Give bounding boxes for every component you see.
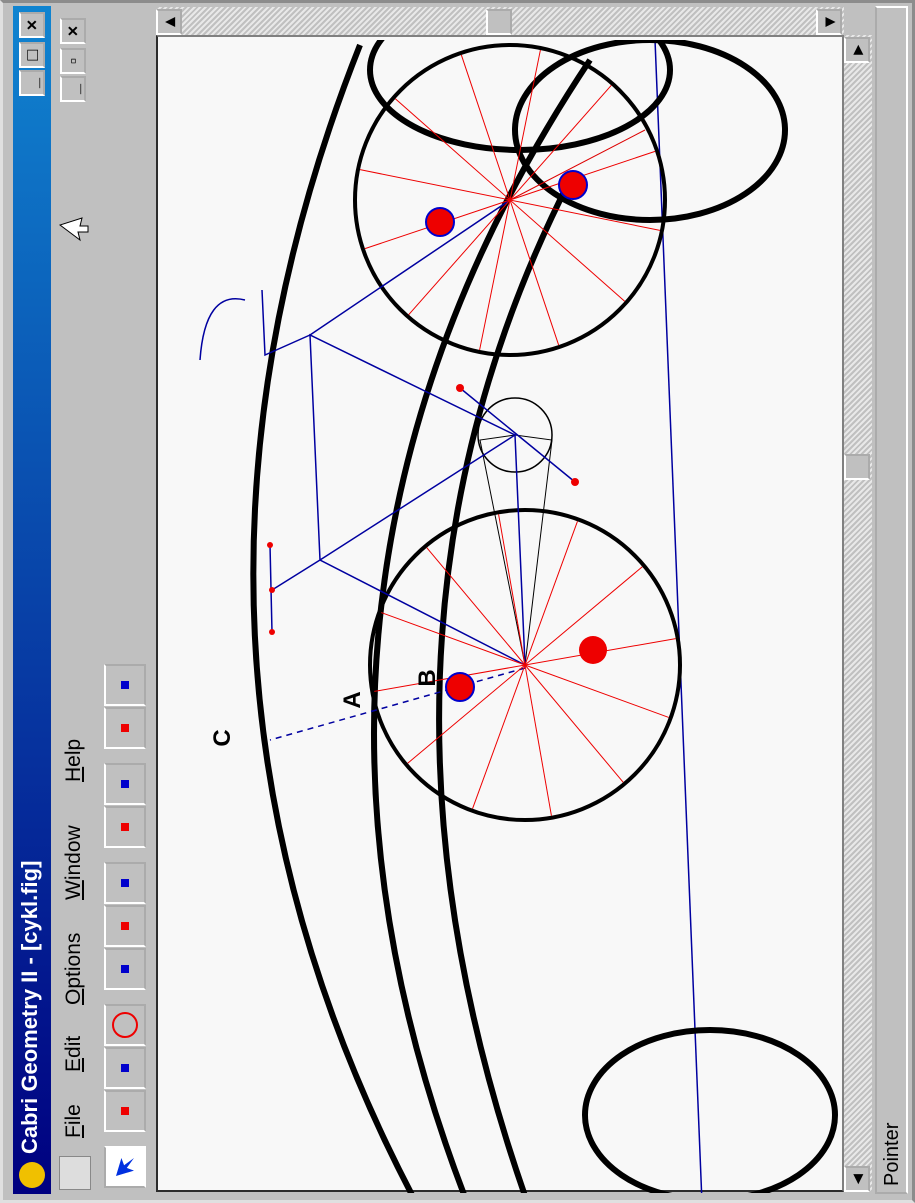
- scroll-thumb[interactable]: [486, 9, 512, 35]
- doc-icon: [59, 1156, 91, 1190]
- tool-button[interactable]: [104, 707, 146, 749]
- scroll-left[interactable]: ◂: [844, 1166, 870, 1192]
- tool-button[interactable]: [104, 862, 146, 904]
- tool-button[interactable]: [104, 1047, 146, 1089]
- tool-button[interactable]: [104, 664, 146, 706]
- menu-options[interactable]: Options: [62, 932, 85, 1005]
- tool-icon: [116, 1158, 134, 1176]
- scroll-thumb-h[interactable]: [844, 454, 870, 480]
- child-minimize[interactable]: _: [60, 76, 86, 102]
- tool-icon: [121, 823, 129, 831]
- tool-button[interactable]: [104, 1090, 146, 1132]
- tool-button[interactable]: [104, 1004, 146, 1046]
- tool-icon: [121, 879, 129, 887]
- tool-icon: [121, 780, 129, 788]
- tool-icon: [121, 1064, 129, 1072]
- menu-help[interactable]: Help: [62, 738, 85, 782]
- scroll-up[interactable]: ▴: [156, 9, 182, 35]
- tool-icon: [112, 1012, 138, 1038]
- tool-icon: [121, 922, 129, 930]
- tool-icon: [121, 724, 129, 732]
- scroll-right[interactable]: ▸: [844, 37, 870, 63]
- vertical-scrollbar[interactable]: ▴ ▾: [156, 7, 844, 35]
- child-restore[interactable]: ▫: [60, 48, 86, 74]
- child-close[interactable]: ×: [60, 18, 86, 44]
- tool-icon: [121, 965, 129, 973]
- maximize-button[interactable]: □: [19, 42, 45, 68]
- minimize-button[interactable]: _: [19, 70, 45, 96]
- close-button[interactable]: ×: [19, 12, 45, 38]
- scroll-down[interactable]: ▾: [816, 9, 842, 35]
- tool-button[interactable]: [104, 1146, 146, 1188]
- tool-button[interactable]: [104, 905, 146, 947]
- horizontal-scrollbar[interactable]: ◂ ▸: [844, 35, 872, 1192]
- tool-button[interactable]: [104, 763, 146, 805]
- tool-icon: [121, 681, 129, 689]
- tool-button[interactable]: [104, 806, 146, 848]
- tool-button[interactable]: [104, 948, 146, 990]
- menu-window[interactable]: Window: [62, 825, 85, 900]
- status-text: Pointer: [881, 1122, 903, 1186]
- window-title: Cabri Geometry II - [cykl.fig]: [17, 860, 42, 1154]
- menu-file[interactable]: File: [62, 1104, 85, 1138]
- app-icon: [19, 1162, 45, 1188]
- title-bar: Cabri Geometry II - [cykl.fig] _ □ ×: [13, 6, 51, 1194]
- status-bar: Pointer: [875, 6, 908, 1194]
- drawing-area[interactable]: [156, 35, 844, 1192]
- tool-icon: [121, 1107, 129, 1115]
- menu-edit[interactable]: Edit: [62, 1035, 85, 1072]
